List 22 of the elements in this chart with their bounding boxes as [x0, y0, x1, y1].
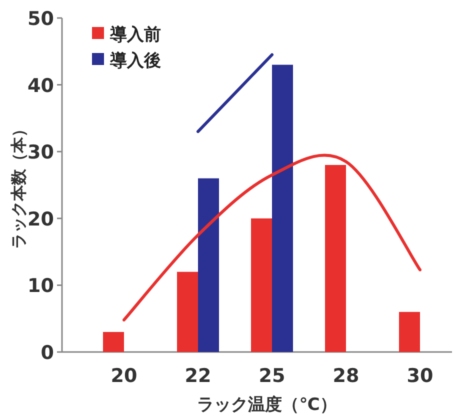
bar: [177, 272, 198, 352]
bar: [325, 164, 346, 352]
bar: [198, 178, 219, 352]
y-axis-title: ラック本数（本）: [9, 121, 28, 249]
legend-label: 導入後: [109, 51, 161, 71]
legend-label: 導入前: [109, 25, 161, 45]
y-tick-label: 50: [28, 8, 54, 30]
y-tick-label: 10: [28, 275, 54, 298]
x-tick-label: 28: [332, 365, 360, 387]
bar: [103, 332, 124, 352]
y-tick-label: 40: [28, 74, 54, 97]
x-axis-title: ラック温度（℃）: [197, 395, 337, 415]
y-tick-label: 20: [28, 208, 54, 230]
bar: [272, 64, 293, 352]
y-tick-label: 0: [40, 342, 54, 364]
x-tick-label: 20: [110, 365, 138, 387]
y-tick-label: 30: [28, 142, 54, 164]
x-tick-label: 22: [184, 365, 212, 387]
bar: [251, 218, 272, 352]
x-tick-label: 25: [258, 365, 286, 387]
bar: [399, 312, 420, 352]
x-tick-label: 30: [406, 365, 434, 387]
